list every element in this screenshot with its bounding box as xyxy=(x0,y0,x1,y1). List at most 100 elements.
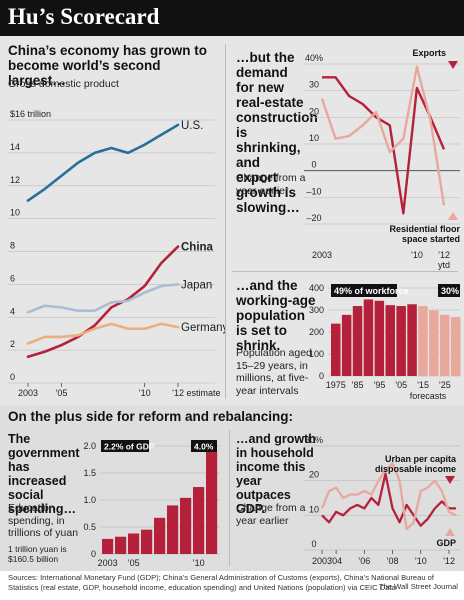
gdp-marker-icon xyxy=(445,528,455,536)
bar xyxy=(450,317,461,376)
y-tick-label: 0 xyxy=(10,372,15,382)
x-tick-label: ’12 xyxy=(438,250,450,260)
bar xyxy=(363,299,374,376)
y-tick-label: 1.5 xyxy=(83,468,96,478)
y-tick-label: 1.0 xyxy=(83,495,96,505)
x-tick-label: 2003 xyxy=(312,250,332,260)
construction-heading: …but the demand for new real-estate cons… xyxy=(236,50,318,215)
bar xyxy=(128,533,140,554)
legend-urban-income: Urban per capita xyxy=(385,454,457,464)
series-line xyxy=(320,462,457,531)
bar xyxy=(429,310,439,376)
y-tick-label: 0 xyxy=(311,160,316,170)
y-tick-label: $16 trillion xyxy=(10,109,51,119)
legend-floor-space: Residential floor xyxy=(389,224,460,234)
x-tick-label: ’10 xyxy=(139,388,151,398)
x-tick-label: ’05 xyxy=(395,380,407,390)
annotation-box xyxy=(191,440,217,452)
x-tick-label: ’12 xyxy=(443,556,455,566)
page-title: Hu’s Scorecard xyxy=(8,4,160,29)
income-subheading: Change from a year earlier xyxy=(236,502,306,527)
annotation-box xyxy=(331,284,397,297)
y-tick-label: 30% xyxy=(305,435,323,445)
y-tick-label: 2 xyxy=(10,339,15,349)
income-heading: …and growth in household income this yea… xyxy=(236,432,316,516)
y-tick-label: 2.0 xyxy=(83,441,96,451)
series-line-germany xyxy=(26,322,180,345)
y-tick-label: 6 xyxy=(10,273,15,283)
bar xyxy=(374,300,385,376)
bottom-divider xyxy=(229,430,230,566)
series-line xyxy=(321,472,456,527)
x-tick-label: ’05 xyxy=(128,558,140,568)
legend-urban-income: disposable income xyxy=(375,464,456,474)
bar xyxy=(180,497,192,554)
y-tick-label: 14 xyxy=(10,142,20,152)
bottom-heading: On the plus side for reform and rebalanc… xyxy=(8,409,294,424)
series-label: Japan xyxy=(181,279,212,291)
annotation-label: 4.0% xyxy=(194,442,214,452)
bottom-section xyxy=(0,405,464,571)
bar xyxy=(418,306,428,376)
gdp-subheading: Gross domestic product xyxy=(8,78,119,90)
bar xyxy=(167,505,179,554)
x-tick-label: ’85 xyxy=(352,380,364,390)
legend-exports: Exports xyxy=(412,48,446,58)
panel-divider xyxy=(232,271,458,272)
y-tick-label: 400 xyxy=(309,283,324,293)
annotation-label: 2.2% of GDP xyxy=(104,442,155,452)
bar xyxy=(141,529,153,554)
y-tick-label: 0 xyxy=(311,539,316,549)
population-subheading: Population aged 15–29 years, in millions… xyxy=(236,347,312,397)
bar xyxy=(331,323,341,376)
y-tick-label: 4 xyxy=(10,306,15,316)
column-divider xyxy=(225,44,226,399)
y-tick-label: 10 xyxy=(309,504,319,514)
legend-floor-space: space started xyxy=(402,234,460,244)
y-tick-label: 8 xyxy=(10,241,15,251)
series-line xyxy=(322,76,446,215)
series-line-china xyxy=(26,245,180,359)
annotation-ytd: ytd xyxy=(438,260,450,270)
x-tick-label: ’15 xyxy=(417,380,429,390)
series-line-us xyxy=(26,123,180,202)
y-tick-label: 300 xyxy=(309,305,324,315)
x-tick-label: ’05 xyxy=(55,388,67,398)
y-tick-label: 0 xyxy=(319,371,324,381)
bar xyxy=(206,451,218,554)
y-tick-label: 200 xyxy=(309,327,324,337)
x-tick-label: 1975 xyxy=(326,380,346,390)
urban-income-marker-icon xyxy=(445,476,455,484)
series-line-japan xyxy=(26,283,180,314)
construction-exports-chart: –20 –10 0 10 20 30 40% Exports Residential floor… xyxy=(304,48,460,270)
y-tick-label: 10 xyxy=(10,208,20,218)
x-tick-label: ’95 xyxy=(373,380,385,390)
annotation-box xyxy=(101,440,149,452)
sources-note: Sources: International Monetary Fund (GD… xyxy=(8,573,435,592)
annotation-label: 30% xyxy=(441,286,459,296)
y-tick-label: 0.5 xyxy=(83,522,96,532)
x-tick-label: 2003 xyxy=(312,556,332,566)
x-tick-label: ’08 xyxy=(387,556,399,566)
annotation-forecasts: forecasts xyxy=(410,391,447,401)
series-line xyxy=(320,65,446,206)
x-tick-label: ’10 xyxy=(411,250,423,260)
title-bar xyxy=(0,0,464,36)
x-tick-label: ’25 xyxy=(439,380,451,390)
y-tick-label: 20 xyxy=(309,106,319,116)
education-heading: The government has increased social spen… xyxy=(8,432,80,516)
education-chart: 0 0.5 1.0 1.5 2.0 2.2% of GDP 4.0% 2003 ’05 ’10 xyxy=(83,440,220,568)
x-tick-label: ’06 xyxy=(358,556,370,566)
bar xyxy=(352,306,363,376)
population-chart: 0 100 200 300 400 49% of workforce 30% 1975 ’85 ’… xyxy=(309,283,461,401)
y-tick-label: 0 xyxy=(91,549,96,559)
construction-subheading: Change from a year earlier xyxy=(236,172,306,197)
series-label: U.S. xyxy=(181,120,203,132)
legend-gdp: GDP xyxy=(436,538,456,548)
y-tick-label: 100 xyxy=(309,349,324,359)
x-tick-label: ’04 xyxy=(330,556,342,566)
bar xyxy=(407,304,417,376)
x-tick-label: ’12 estimate xyxy=(172,388,221,398)
gdp-chart: 0 2 4 6 8 10 12 14 $16 trillion 2003 ’05 ’10 ’12 est… xyxy=(8,109,225,398)
bar xyxy=(193,487,205,554)
